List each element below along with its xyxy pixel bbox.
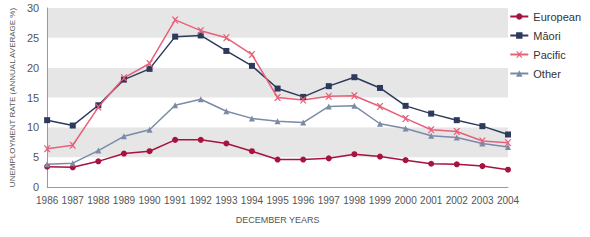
svg-text:1988: 1988 — [87, 195, 110, 206]
svg-text:0: 0 — [33, 181, 39, 193]
svg-text:1993: 1993 — [215, 195, 238, 206]
svg-text:2000: 2000 — [394, 195, 417, 206]
svg-text:25: 25 — [27, 32, 39, 44]
svg-text:1992: 1992 — [190, 195, 213, 206]
svg-text:30: 30 — [27, 2, 39, 14]
svg-text:Pacific: Pacific — [533, 49, 566, 61]
svg-text:20: 20 — [27, 62, 39, 74]
svg-text:5: 5 — [33, 151, 39, 163]
svg-text:15: 15 — [27, 92, 39, 104]
svg-text:1998: 1998 — [343, 195, 366, 206]
svg-text:1997: 1997 — [318, 195, 341, 206]
svg-text:1986: 1986 — [36, 195, 59, 206]
svg-text:European: European — [533, 11, 581, 23]
svg-text:1991: 1991 — [164, 195, 187, 206]
svg-text:1996: 1996 — [292, 195, 315, 206]
svg-text:1987: 1987 — [62, 195, 85, 206]
svg-text:1989: 1989 — [113, 195, 136, 206]
svg-text:Other: Other — [533, 68, 561, 80]
svg-text:10: 10 — [27, 121, 39, 133]
svg-text:1994: 1994 — [241, 195, 264, 206]
svg-text:Māori: Māori — [533, 30, 561, 42]
svg-text:2002: 2002 — [446, 195, 469, 206]
svg-text:1990: 1990 — [138, 195, 161, 206]
svg-text:2004: 2004 — [497, 195, 520, 206]
svg-text:2003: 2003 — [471, 195, 494, 206]
svg-text:1995: 1995 — [266, 195, 289, 206]
svg-text:1999: 1999 — [369, 195, 392, 206]
svg-text:UNEMPLOYMENT RATE (ANNUAL AVER: UNEMPLOYMENT RATE (ANNUAL AVERAGE %) — [8, 8, 17, 188]
svg-text:DECEMBER YEARS: DECEMBER YEARS — [236, 215, 320, 225]
svg-text:2001: 2001 — [420, 195, 443, 206]
